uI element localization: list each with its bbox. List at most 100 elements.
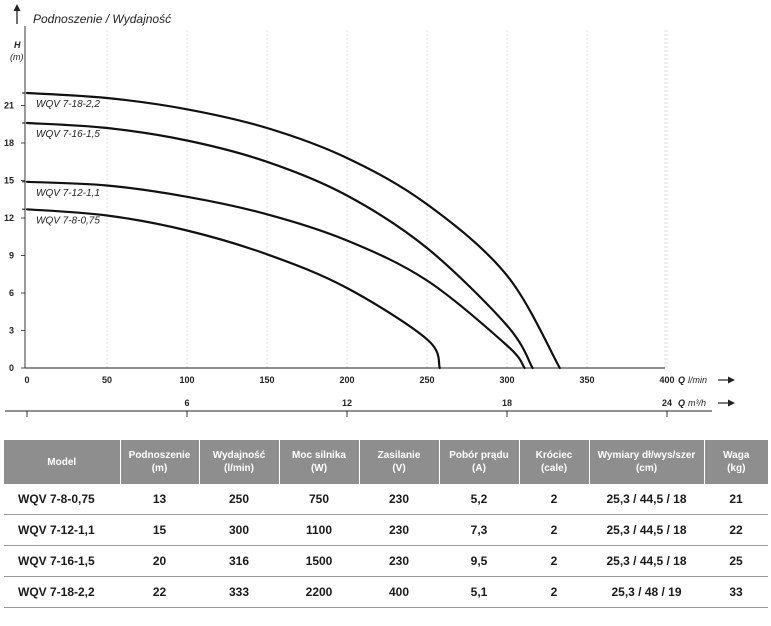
table-cell: 2200 — [279, 576, 359, 608]
series-label: WQV 7-16-1,5 — [36, 129, 100, 140]
table-header-row: Model Podnoszenie (m) Wydajność (l/min) Moc s… — [4, 440, 768, 484]
column-header-title: Zasilanie — [377, 450, 421, 461]
x-tick-label: 400 — [659, 375, 674, 385]
column-header: Wymiary dł/wys/szer (cm) — [588, 440, 704, 484]
x2-axis-title-group: Q m³/h — [678, 398, 735, 408]
x-tick-label: 350 — [579, 375, 594, 385]
y-axis-label: H — [14, 40, 21, 50]
column-header: Zasilanie (V) — [358, 440, 439, 484]
series-label: WQV 7-8-0,75 — [36, 215, 100, 226]
column-header-unit: (W) — [310, 463, 328, 474]
x-axis-label: Q — [678, 375, 685, 385]
table-cell: WQV 7-16-1,5 — [4, 545, 120, 577]
table-cell: 2 — [519, 514, 589, 546]
y-tick-label: 18 — [4, 138, 14, 148]
table-cell: 2 — [519, 576, 589, 608]
x2-tick-label: 24 — [662, 398, 672, 408]
y-tick-label: 9 — [9, 251, 14, 261]
x2-axis-label: Q — [678, 398, 685, 408]
table-cell: 250 — [199, 484, 279, 515]
column-header-title: Wymiary dł/wys/szer — [597, 450, 696, 461]
table-cell: 21 — [704, 484, 768, 515]
column-header-unit: (V) — [392, 463, 406, 474]
column-header: Waga (kg) — [703, 440, 768, 484]
column-header: Moc silnika (W) — [278, 440, 359, 484]
column-header: Model — [4, 440, 120, 484]
series-label: WQV 7-18-2,2 — [36, 99, 100, 110]
table-row: WQV 7-16-1,5 20 316 1500 230 9,5 2 25,3 / 44,5 … — [4, 545, 768, 577]
x-tick-label: 50 — [102, 375, 112, 385]
table-cell: 316 — [199, 545, 279, 577]
column-header-unit: (kg) — [727, 463, 746, 474]
table-cell: WQV 7-8-0,75 — [4, 484, 120, 515]
table-cell: WQV 7-12-1,1 — [4, 514, 120, 546]
chart-title: Podnoszenie / Wydajność — [33, 12, 171, 26]
table-cell: 22 — [120, 576, 199, 608]
table-cell: 750 — [279, 484, 359, 515]
table-cell: 333 — [199, 576, 279, 608]
table-cell: 1500 — [279, 545, 359, 577]
x-tick-label: 100 — [179, 375, 194, 385]
column-header-title: Pobór prądu — [449, 450, 509, 461]
spec-table: Model Podnoszenie (m) Wydajność (l/min) Moc s… — [4, 440, 768, 608]
x2-tick-label: 6 — [184, 398, 189, 408]
table-cell: 230 — [359, 545, 439, 577]
table-cell: 1100 — [279, 514, 359, 546]
y-tick-label: 0 — [9, 363, 14, 373]
column-header-unit: (A) — [472, 463, 486, 474]
y-tick-label: 12 — [4, 213, 14, 223]
table-cell: 230 — [359, 484, 439, 515]
column-header: Wydajność (l/min) — [198, 440, 279, 484]
y-tick-label: 3 — [9, 326, 14, 336]
column-header-title: Króciec — [535, 450, 573, 461]
table-cell: WQV 7-18-2,2 — [4, 576, 120, 608]
column-header-title: Podnoszenie — [128, 450, 191, 461]
x-tick-label: 300 — [499, 375, 514, 385]
x-tick-label: 250 — [419, 375, 434, 385]
table-cell: 25,3 / 44,5 / 18 — [589, 484, 704, 515]
column-header-unit: (cale) — [540, 463, 568, 474]
column-header-title: Waga — [723, 450, 750, 461]
column-header-unit: (m) — [151, 463, 168, 474]
column-header: Króciec (cale) — [518, 440, 589, 484]
table-cell: 2 — [519, 545, 589, 577]
column-header-title: Moc silnika — [292, 450, 346, 461]
series-curve — [25, 180, 526, 370]
y-tick-label: 15 — [4, 176, 14, 186]
y-axis-unit: (m) — [10, 52, 24, 62]
table-cell: 25 — [704, 545, 768, 577]
table-cell: 20 — [120, 545, 199, 577]
table-cell: 33 — [704, 576, 768, 608]
table-cell: 25,3 / 44,5 / 18 — [589, 545, 704, 577]
table-cell: 2 — [519, 484, 589, 515]
column-header: Pobór prądu (A) — [438, 440, 519, 484]
table-cell: 13 — [120, 484, 199, 515]
table-cell: 7,3 — [439, 514, 519, 546]
series-curve — [25, 208, 441, 370]
table-cell: 25,3 / 44,5 / 18 — [589, 514, 704, 546]
x-tick-label: 0 — [24, 375, 29, 385]
column-header-title: Wydajność — [212, 450, 266, 461]
x-tick-label: 200 — [339, 375, 354, 385]
title-arrow-icon — [13, 4, 21, 24]
x-axis-title-group: Q l/min — [678, 375, 735, 385]
x2-tick-label: 18 — [502, 398, 512, 408]
series-label: WQV 7-12-1,1 — [36, 188, 100, 199]
x2-tick-label: 12 — [342, 398, 352, 408]
column-header-title: Model — [47, 456, 77, 468]
table-cell: 5,2 — [439, 484, 519, 515]
x2-axis-unit: m³/h — [688, 398, 706, 408]
x2-axis-arrow-icon — [718, 399, 735, 407]
table-cell: 15 — [120, 514, 199, 546]
table-cell: 22 — [704, 514, 768, 546]
table-cell: 9,5 — [439, 545, 519, 577]
x-tick-label: 150 — [259, 375, 274, 385]
table-cell: 300 — [199, 514, 279, 546]
table-row: WQV 7-8-0,75 13 250 750 230 5,2 2 25,3 / 44,5 /… — [4, 484, 768, 515]
column-header-unit: (cm) — [635, 463, 658, 474]
column-header: Podnoszenie (m) — [119, 440, 199, 484]
series-curve — [25, 121, 534, 370]
table-row: WQV 7-12-1,1 15 300 1100 230 7,3 2 25,3 / 44,5 … — [4, 514, 768, 546]
table-row: WQV 7-18-2,2 22 333 2200 400 5,1 2 25,3 / 48 / … — [4, 576, 768, 608]
x-axis-unit: l/min — [688, 375, 707, 385]
